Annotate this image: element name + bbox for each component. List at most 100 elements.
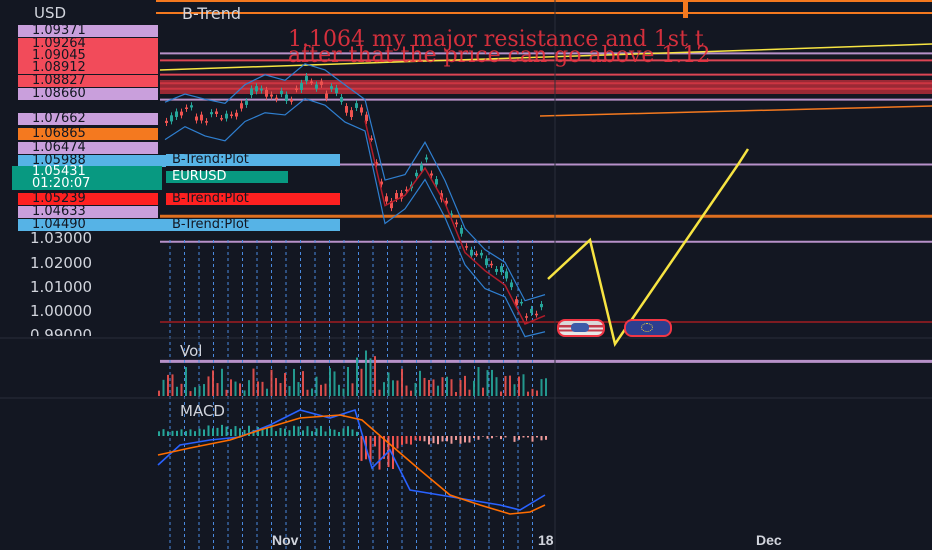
volume-bar: [401, 368, 403, 396]
candle: [400, 193, 403, 199]
candle: [530, 308, 533, 313]
volume-bar: [527, 391, 529, 396]
candle: [175, 111, 178, 117]
price-tag: 1.08827: [18, 74, 158, 87]
candle: [500, 266, 503, 273]
macd-histogram-bar: [455, 436, 457, 441]
macd-histogram-bar: [216, 427, 219, 436]
indicator-name[interactable]: B-Trend: [182, 4, 242, 23]
top-level-line: [156, 12, 932, 14]
candle: [200, 114, 203, 121]
annotation-line-1: 1.1064 my major resistance and 1st t: [288, 27, 704, 52]
macd-histogram-bar: [428, 436, 430, 445]
macd-histogram-bar: [464, 436, 466, 443]
volume-bar: [212, 370, 214, 396]
volume-bar: [320, 384, 322, 396]
macd-histogram-bar: [513, 436, 516, 442]
volume-bar: [500, 391, 502, 396]
candle: [220, 118, 223, 120]
symbol-label[interactable]: EURUSD: [166, 170, 288, 183]
volume-bar: [482, 387, 484, 396]
volume-bar: [306, 389, 309, 396]
volume-bar: [297, 382, 300, 396]
volume-bar: [302, 371, 304, 396]
macd-histogram-bar: [239, 428, 241, 436]
volume-bar: [207, 376, 210, 396]
candle: [360, 107, 363, 113]
price-tag: 1.07662: [18, 112, 158, 125]
candle: [455, 222, 458, 225]
candle: [290, 99, 293, 102]
macd-histogram-bar: [378, 436, 381, 470]
macd-histogram-bar: [315, 428, 318, 436]
time-label-nov: Nov: [272, 532, 299, 548]
volume-bar: [221, 368, 223, 396]
volume-bar: [513, 384, 516, 396]
macd-histogram-bar: [360, 436, 363, 461]
volume-bar: [491, 369, 493, 396]
annotation-line-2: after that the price can go above 1.12: [288, 43, 711, 68]
macd-histogram-bar: [284, 428, 286, 436]
volume-bar: [504, 375, 507, 396]
candle: [505, 271, 508, 279]
macd-histogram-bar: [162, 429, 165, 436]
candle: [425, 157, 428, 160]
volume-bar: [167, 374, 169, 396]
volume-bar: [477, 367, 480, 396]
volume-bar: [464, 375, 466, 396]
macd-histogram-bar: [194, 431, 196, 436]
candle: [305, 75, 308, 82]
macd-histogram-bar: [500, 436, 502, 440]
candle: [270, 94, 273, 97]
price-tag: 1.06474: [18, 141, 158, 154]
upper-band: [164, 63, 546, 302]
candle: [335, 87, 338, 94]
volume-bar: [441, 377, 444, 396]
axis-label-4: 1.00000: [30, 302, 93, 320]
macd-histogram-bar: [302, 430, 304, 436]
volume-bar: [216, 383, 219, 396]
candle: [325, 93, 328, 99]
candle: [285, 94, 288, 102]
time-label-dec: Dec: [756, 532, 782, 548]
plot-label-1[interactable]: B-Trend:Plot: [166, 153, 340, 166]
axis-label-2: 1.02000: [30, 254, 93, 272]
macd-histogram-bar: [189, 429, 192, 436]
candle: [490, 263, 493, 266]
projection-path: [547, 148, 750, 348]
volume-bar: [257, 381, 259, 396]
macd-histogram-bar: [297, 426, 300, 436]
volume-bar: [351, 383, 354, 396]
macd-histogram-bar: [437, 436, 439, 445]
macd-histogram-bar: [225, 426, 228, 436]
volume-bar: [266, 388, 268, 396]
axis-label-5: 0.99000: [30, 326, 93, 336]
price-tag: 1.09045: [18, 49, 158, 62]
volume-bar: [405, 385, 408, 396]
volume-bar: [234, 381, 237, 396]
candle: [415, 172, 418, 177]
plot-label-2[interactable]: B-Trend:Plot: [166, 192, 340, 205]
macd-histogram-bar: [369, 436, 372, 463]
candle: [525, 316, 528, 318]
macd-histogram-bar: [356, 431, 358, 436]
candle: [240, 103, 243, 109]
volume-bar: [329, 368, 331, 396]
macd-histogram-bar: [171, 430, 174, 436]
candle: [215, 111, 218, 115]
volume-bar: [203, 384, 205, 396]
currency-label: USD: [34, 4, 67, 22]
plot-label-3[interactable]: B-Trend:Plot: [166, 218, 340, 231]
macd-histogram-bar: [180, 429, 183, 436]
price-tag: 1.09264: [18, 37, 158, 50]
macd-histogram-bar: [486, 436, 489, 439]
candle: [165, 120, 168, 123]
macd-histogram-bar: [306, 426, 309, 436]
us-flag-icon[interactable]: [557, 319, 605, 337]
macd-histogram-bar: [491, 436, 493, 439]
eu-flag-icon[interactable]: [624, 319, 672, 337]
candle: [205, 121, 208, 123]
macd-histogram-bar: [468, 436, 471, 443]
